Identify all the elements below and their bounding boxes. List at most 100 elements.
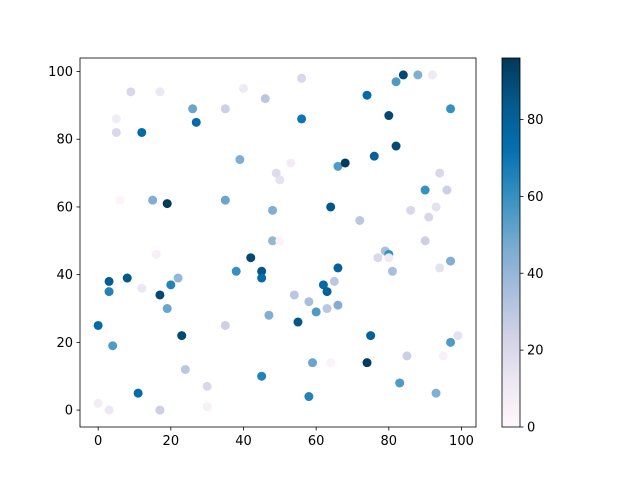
point — [333, 161, 343, 171]
x-tick-label: 20 — [163, 434, 180, 449]
x-tick-label: 100 — [449, 434, 474, 449]
point — [420, 236, 430, 246]
point — [366, 331, 376, 341]
colorbar-tick-label: 80 — [527, 113, 544, 128]
point — [271, 168, 281, 178]
colorbar — [501, 57, 521, 428]
point — [137, 127, 147, 137]
colorbar-tick-label: 0 — [527, 421, 535, 436]
point — [453, 331, 463, 341]
point — [188, 104, 198, 114]
x-tick-label: 80 — [381, 434, 398, 449]
y-tick-label: 40 — [56, 268, 73, 283]
point — [398, 70, 408, 80]
point — [257, 273, 267, 283]
point — [329, 276, 339, 286]
colorbar-tick-label: 20 — [527, 344, 544, 359]
point — [442, 185, 452, 195]
point — [435, 168, 445, 178]
point — [202, 402, 212, 412]
point — [289, 290, 299, 300]
point — [322, 287, 332, 297]
point — [268, 205, 278, 215]
point — [431, 388, 441, 398]
point — [126, 87, 136, 97]
point — [238, 83, 248, 93]
point — [151, 249, 161, 259]
y-tick-label: 100 — [48, 65, 73, 80]
point — [220, 195, 230, 205]
point — [257, 266, 267, 276]
point — [104, 405, 114, 415]
point — [311, 307, 321, 317]
point — [362, 90, 372, 100]
point — [355, 215, 365, 225]
colorbar-tick-label: 40 — [527, 267, 544, 282]
point — [333, 300, 343, 310]
y-tick-label: 80 — [56, 133, 73, 148]
point — [93, 320, 103, 330]
x-tick-label: 40 — [235, 434, 252, 449]
point — [384, 111, 394, 121]
point — [402, 351, 412, 361]
point — [133, 388, 143, 398]
point — [173, 273, 183, 283]
point — [304, 392, 314, 402]
point — [177, 331, 187, 341]
point — [406, 205, 416, 215]
point — [155, 405, 165, 415]
y-tick-label: 20 — [56, 336, 73, 351]
y-tick-label: 60 — [56, 200, 73, 215]
point — [191, 117, 201, 127]
x-tick-label: 60 — [308, 434, 325, 449]
point — [446, 256, 456, 266]
point — [155, 290, 165, 300]
point — [333, 263, 343, 273]
point — [420, 185, 430, 195]
point — [268, 236, 278, 246]
point — [293, 317, 303, 327]
point — [446, 337, 456, 347]
point — [384, 253, 394, 263]
point — [286, 158, 296, 168]
point — [297, 114, 307, 124]
point — [93, 398, 103, 408]
point — [391, 77, 401, 87]
point — [373, 253, 383, 263]
point — [438, 351, 448, 361]
point — [162, 304, 172, 314]
point — [220, 104, 230, 114]
point — [340, 158, 350, 168]
point — [235, 155, 245, 165]
point — [111, 127, 121, 137]
point — [111, 114, 121, 124]
point — [246, 253, 256, 263]
point — [395, 378, 405, 388]
axes-frame — [79, 57, 477, 428]
point — [260, 94, 270, 104]
point — [108, 341, 118, 351]
point — [275, 175, 285, 185]
point — [104, 287, 114, 297]
x-tick-label: 0 — [94, 434, 102, 449]
point — [297, 73, 307, 83]
point — [180, 364, 190, 374]
point — [122, 273, 132, 283]
point — [137, 283, 147, 293]
point — [369, 151, 379, 161]
y-tick-label: 0 — [65, 404, 73, 419]
point — [424, 212, 434, 222]
point — [231, 266, 241, 276]
point — [257, 371, 267, 381]
point — [427, 70, 437, 80]
colorbar-tick-label: 60 — [527, 190, 544, 205]
point — [413, 70, 423, 80]
point — [155, 87, 165, 97]
point — [391, 141, 401, 151]
point — [202, 381, 212, 391]
point — [446, 104, 456, 114]
point — [322, 304, 332, 314]
point — [104, 276, 114, 286]
point — [326, 202, 336, 212]
